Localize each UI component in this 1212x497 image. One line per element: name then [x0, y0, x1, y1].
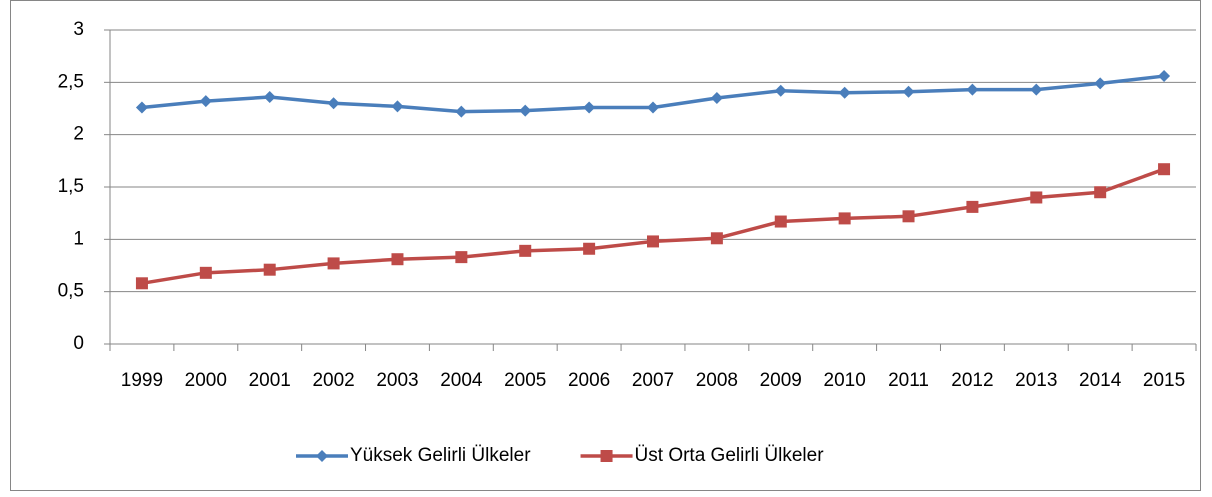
x-tick-label: 2007	[632, 370, 674, 391]
x-tick-label: 2008	[696, 370, 738, 391]
x-tick-label: 2006	[568, 370, 610, 391]
marker	[1030, 191, 1043, 204]
x-tick-label: 2015	[1143, 370, 1185, 391]
marker	[199, 95, 212, 108]
x-tick-label: 2005	[504, 370, 546, 391]
marker	[391, 100, 404, 113]
marker	[583, 101, 596, 114]
marker	[327, 257, 340, 270]
marker	[519, 244, 532, 257]
marker	[327, 97, 340, 110]
x-tick-label: 2011	[888, 370, 929, 391]
x-tick-label: 2009	[760, 370, 802, 391]
y-tick-label: 2,5	[58, 71, 84, 92]
legend-marker	[316, 450, 328, 462]
legend-label: Üst Orta Gelirli Ülkeler	[635, 445, 825, 466]
marker	[647, 235, 659, 248]
marker	[455, 251, 468, 264]
marker	[1094, 77, 1107, 90]
marker	[902, 210, 915, 223]
marker	[838, 86, 851, 99]
y-tick-label: 1	[73, 228, 84, 249]
x-tick-label: 2010	[824, 370, 866, 391]
x-tick-label: 2013	[1015, 370, 1057, 391]
x-tick-label: 2002	[312, 370, 354, 391]
y-tick-label: 2	[73, 124, 84, 145]
marker	[647, 101, 659, 114]
marker	[199, 266, 212, 279]
legend-label: Yüksek Gelirli Ülkeler	[350, 445, 531, 466]
x-tick-label: 2001	[249, 370, 291, 391]
marker	[135, 277, 148, 290]
x-tick-label: 2004	[440, 370, 483, 391]
x-tick-label: 1999	[121, 370, 163, 391]
marker	[1094, 186, 1107, 199]
marker	[966, 83, 979, 96]
x-tick-label: 2014	[1079, 370, 1122, 391]
marker	[1030, 83, 1043, 96]
x-tick-label: 2003	[376, 370, 418, 391]
marker	[774, 215, 787, 228]
legend-marker	[600, 450, 613, 462]
marker	[710, 92, 723, 105]
marker	[710, 232, 723, 245]
y-tick-label: 0	[73, 333, 84, 354]
y-tick-label: 1,5	[58, 176, 84, 197]
marker	[135, 101, 148, 114]
marker	[455, 105, 468, 118]
marker	[838, 212, 851, 225]
marker	[391, 253, 404, 266]
y-tick-label: 3	[73, 19, 84, 40]
y-tick-label: 0,5	[58, 281, 84, 302]
marker	[583, 242, 596, 255]
marker	[519, 104, 532, 117]
marker	[1158, 163, 1171, 176]
marker	[966, 200, 979, 213]
x-tick-label: 2012	[951, 370, 993, 391]
marker	[1158, 70, 1171, 83]
marker	[902, 85, 915, 98]
marker	[263, 263, 276, 276]
marker	[263, 90, 276, 103]
x-tick-label: 2000	[185, 370, 227, 391]
marker	[774, 84, 787, 97]
